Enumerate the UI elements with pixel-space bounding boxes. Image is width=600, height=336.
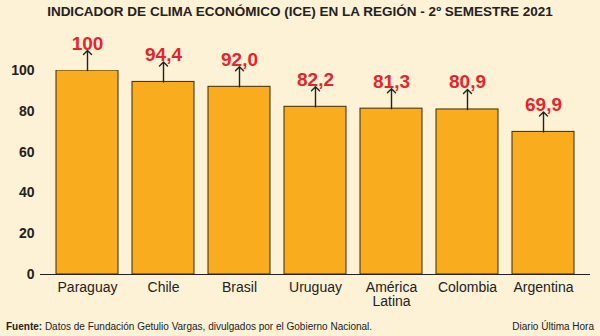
svg-text:AméricaLatina: AméricaLatina	[366, 279, 418, 309]
svg-text:94,4: 94,4	[145, 44, 182, 65]
svg-text:Paraguay: Paraguay	[58, 279, 118, 295]
svg-text:Uruguay: Uruguay	[289, 279, 342, 295]
svg-text:80: 80	[19, 103, 35, 119]
svg-text:40: 40	[19, 184, 35, 200]
svg-text:81,3: 81,3	[373, 71, 410, 92]
svg-text:69,9: 69,9	[525, 94, 562, 115]
svg-text:92,0: 92,0	[221, 49, 258, 70]
svg-text:60: 60	[19, 144, 35, 160]
svg-text:Colombia: Colombia	[438, 279, 497, 295]
svg-text:82,2: 82,2	[297, 69, 334, 90]
svg-text:0: 0	[27, 266, 35, 282]
html-text:Diario Última Hora: Diario Última Hora	[512, 321, 594, 332]
svg-text:100: 100	[11, 62, 35, 78]
svg-text:Chile: Chile	[148, 279, 180, 295]
html-text:INDICADOR DE CLIMA ECONÓMICO (: INDICADOR DE CLIMA ECONÓMICO (ICE) EN LA…	[47, 4, 553, 19]
svg-text:100: 100	[72, 33, 104, 54]
svg-text:Brasil: Brasil	[222, 279, 257, 295]
svg-text:Argentina: Argentina	[514, 279, 574, 295]
svg-text:80,9: 80,9	[449, 71, 486, 92]
html-text:Fuente: Datos de Fundación Get: Fuente: Datos de Fundación Getulio Varga…	[6, 321, 373, 332]
svg-text:20: 20	[19, 225, 35, 241]
